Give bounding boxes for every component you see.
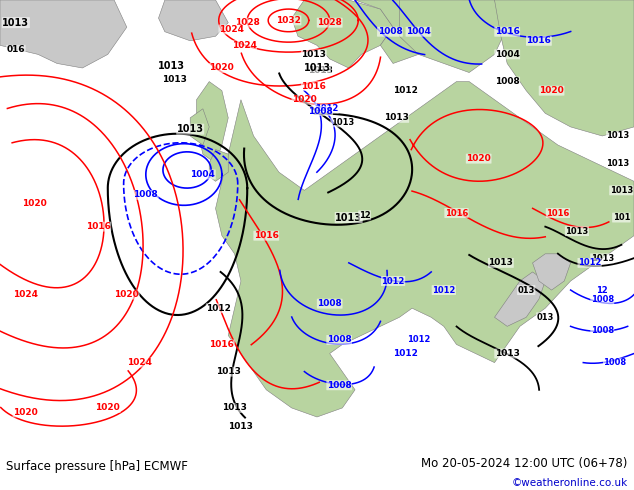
Text: Surface pressure [hPa] ECMWF: Surface pressure [hPa] ECMWF bbox=[6, 460, 188, 473]
Text: 1013: 1013 bbox=[591, 254, 614, 263]
Text: 1016: 1016 bbox=[495, 27, 520, 36]
Text: 1020: 1020 bbox=[114, 290, 139, 299]
Text: 1020: 1020 bbox=[466, 154, 491, 163]
Text: ©weatheronline.co.uk: ©weatheronline.co.uk bbox=[512, 478, 628, 488]
Text: 1008: 1008 bbox=[591, 294, 614, 304]
Text: 1013: 1013 bbox=[495, 349, 520, 358]
Text: 1013: 1013 bbox=[607, 131, 630, 141]
Text: 1028: 1028 bbox=[317, 18, 342, 27]
Text: 1013: 1013 bbox=[331, 118, 354, 127]
Text: 1016: 1016 bbox=[209, 340, 235, 349]
Text: 1016: 1016 bbox=[526, 36, 552, 45]
Polygon shape bbox=[216, 82, 634, 417]
Text: 1013: 1013 bbox=[610, 186, 633, 195]
Text: 016: 016 bbox=[6, 46, 25, 54]
Polygon shape bbox=[399, 0, 507, 73]
Text: 1004: 1004 bbox=[495, 50, 520, 59]
Text: 1016: 1016 bbox=[254, 231, 279, 240]
Text: 1024: 1024 bbox=[127, 358, 152, 367]
Text: 1012: 1012 bbox=[315, 104, 338, 113]
Text: 1013: 1013 bbox=[162, 75, 187, 84]
Text: 12: 12 bbox=[359, 211, 370, 220]
Text: 013: 013 bbox=[536, 313, 554, 322]
Polygon shape bbox=[190, 109, 209, 145]
Text: 1013: 1013 bbox=[607, 159, 630, 168]
Text: 1013: 1013 bbox=[222, 403, 247, 413]
Text: 1020: 1020 bbox=[209, 64, 235, 73]
Text: 1016: 1016 bbox=[445, 209, 468, 218]
Text: 1012: 1012 bbox=[206, 304, 231, 313]
Text: 1012: 1012 bbox=[382, 276, 404, 286]
Polygon shape bbox=[158, 0, 228, 41]
Text: 1020: 1020 bbox=[22, 199, 48, 208]
Text: 1013: 1013 bbox=[335, 213, 362, 222]
Text: 1008: 1008 bbox=[327, 381, 352, 390]
Text: 1013: 1013 bbox=[384, 113, 409, 122]
Text: 1028: 1028 bbox=[235, 18, 260, 27]
Text: 1013: 1013 bbox=[307, 66, 333, 75]
Text: 1008: 1008 bbox=[591, 326, 614, 335]
Text: 1004: 1004 bbox=[406, 27, 431, 36]
Text: 12: 12 bbox=[597, 286, 608, 294]
Text: 1013: 1013 bbox=[3, 18, 29, 27]
Text: 1008: 1008 bbox=[604, 358, 626, 367]
Text: 1016: 1016 bbox=[86, 222, 111, 231]
Text: 1008: 1008 bbox=[307, 106, 333, 116]
Text: 1013: 1013 bbox=[566, 227, 588, 236]
Text: 1020: 1020 bbox=[539, 86, 564, 95]
Text: 1016: 1016 bbox=[301, 82, 327, 91]
Polygon shape bbox=[495, 272, 545, 326]
Polygon shape bbox=[292, 0, 393, 68]
Text: 1013: 1013 bbox=[488, 258, 514, 268]
Text: 101: 101 bbox=[612, 213, 630, 222]
Text: 1020: 1020 bbox=[292, 95, 317, 104]
Text: 1020: 1020 bbox=[13, 408, 38, 417]
Text: Mo 20-05-2024 12:00 UTC (06+78): Mo 20-05-2024 12:00 UTC (06+78) bbox=[421, 457, 628, 470]
Text: 1013: 1013 bbox=[216, 367, 241, 376]
Text: 1032: 1032 bbox=[276, 16, 301, 25]
Text: 1024: 1024 bbox=[231, 41, 257, 50]
Text: 1012: 1012 bbox=[578, 258, 601, 268]
Text: 1013: 1013 bbox=[304, 63, 330, 73]
Text: 1008: 1008 bbox=[377, 27, 403, 36]
Text: 1013: 1013 bbox=[177, 124, 204, 134]
Text: 1004: 1004 bbox=[190, 170, 216, 179]
Text: 1008: 1008 bbox=[133, 191, 158, 199]
Polygon shape bbox=[209, 149, 228, 181]
Text: 1012: 1012 bbox=[393, 349, 418, 358]
Text: 1016: 1016 bbox=[547, 209, 569, 218]
Polygon shape bbox=[355, 0, 456, 64]
Polygon shape bbox=[533, 254, 571, 290]
Polygon shape bbox=[0, 0, 127, 68]
Text: 1008: 1008 bbox=[317, 299, 342, 308]
Text: 1008: 1008 bbox=[495, 77, 520, 86]
Text: 1012: 1012 bbox=[432, 286, 455, 294]
Polygon shape bbox=[495, 0, 634, 136]
Polygon shape bbox=[197, 82, 228, 163]
Text: 1024: 1024 bbox=[13, 290, 38, 299]
Text: 1020: 1020 bbox=[95, 403, 120, 413]
Text: 013: 013 bbox=[517, 286, 535, 294]
Text: 1024: 1024 bbox=[219, 25, 244, 34]
Text: 1012: 1012 bbox=[407, 336, 430, 344]
Text: 1013: 1013 bbox=[158, 61, 184, 71]
Text: 1013: 1013 bbox=[301, 50, 327, 59]
Text: 1013: 1013 bbox=[228, 421, 254, 431]
Text: 1008: 1008 bbox=[327, 336, 352, 344]
Text: 1012: 1012 bbox=[393, 86, 418, 95]
